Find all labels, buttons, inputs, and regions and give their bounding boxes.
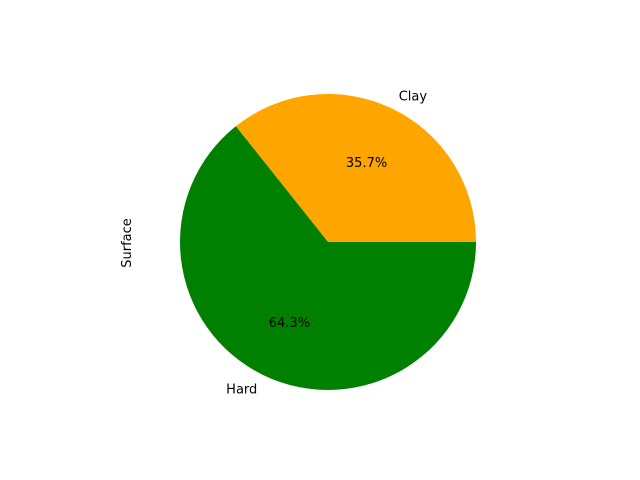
pie-labels: Clay 35.7% Hard 64.3% (226, 89, 427, 397)
pie-slice-clay (235, 94, 477, 243)
y-axis-label: Surface (120, 218, 135, 268)
pie-percent-label: 35.7% (346, 156, 387, 171)
pie-slice-hard (180, 126, 476, 391)
pie-category-label: Hard (226, 383, 257, 398)
pie-slices (180, 94, 477, 391)
pie-percent-label: 64.3% (269, 316, 310, 331)
pie-category-label: Clay (399, 89, 428, 104)
